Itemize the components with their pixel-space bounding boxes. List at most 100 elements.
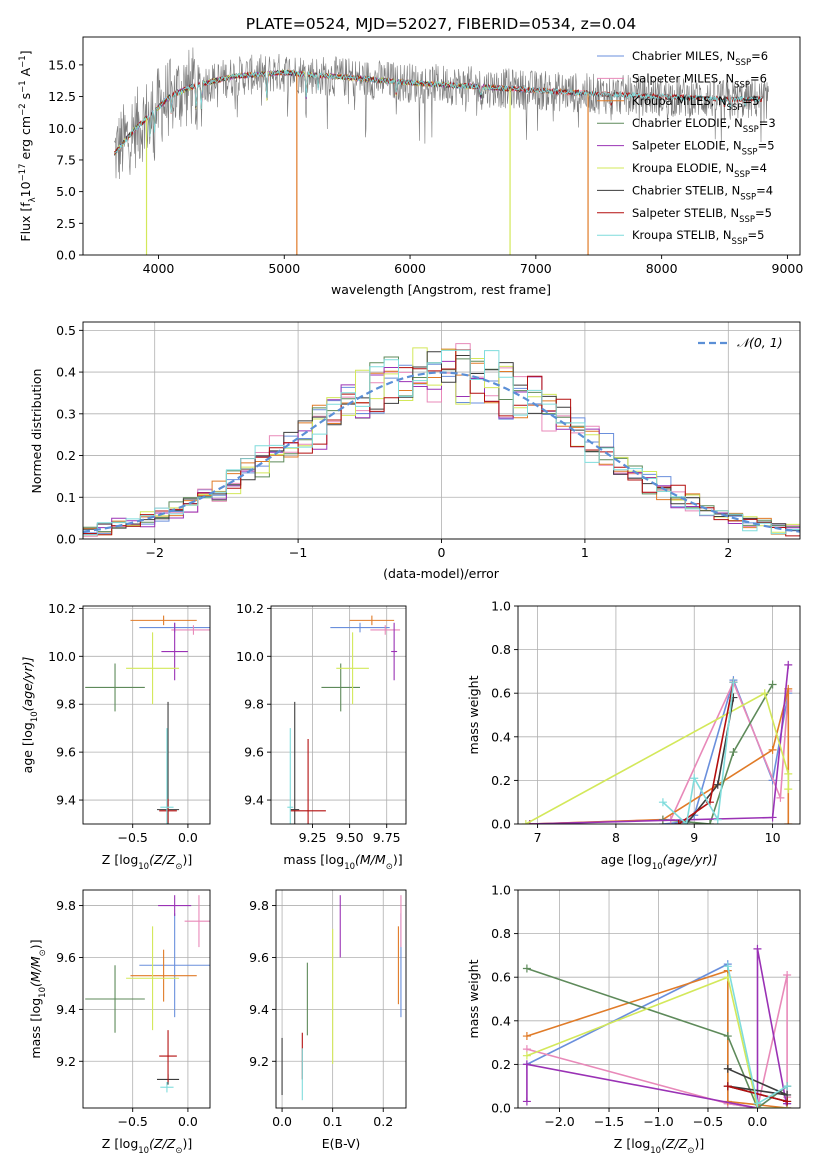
x-axis-label-part: (M/M — [355, 852, 386, 867]
mass-weight-marker — [522, 1060, 531, 1069]
mass-weight-marker — [784, 820, 793, 824]
x-axis-label-part: (age/yr)] — [663, 852, 718, 867]
y-tick-label: 9.6 — [56, 745, 76, 760]
axes-border — [270, 605, 407, 825]
x-axis-label: Z [log10(Z/Z⊙)] — [102, 1136, 192, 1156]
x-axis-label-part: Z [log — [102, 1136, 138, 1151]
mass-weight-marker — [768, 745, 777, 754]
y-tick-label: 0.4 — [56, 365, 76, 380]
x-axis-label-part: ⊙ — [687, 1146, 694, 1156]
y-axis-label-part: −1 — [18, 55, 28, 68]
y-axis-label-part: −1 — [18, 80, 28, 93]
y-tick-label: 10.2 — [236, 601, 264, 616]
x-tick-label: 8000 — [646, 261, 678, 276]
x-tick-label: 0.0 — [178, 1114, 198, 1129]
y-tick-label: 0.8 — [491, 642, 511, 657]
y-tick-label: 12.5 — [48, 89, 76, 104]
mass-weight-marker — [753, 944, 762, 953]
y-tick-label: 0.0 — [56, 248, 76, 263]
y-tick-label: 0.1 — [56, 490, 76, 505]
axes-mass-weight-vs-age — [518, 605, 800, 825]
plot-area-spectrum — [114, 47, 769, 255]
x-axis-label-part: )] — [182, 852, 192, 867]
x-tick-label: −2.0 — [544, 1114, 574, 1129]
legend-entry-part: Salpeter STELIB, N — [632, 206, 739, 220]
x-axis-label-part: age [log — [601, 852, 652, 867]
axes-border — [517, 889, 801, 1109]
mass-weight-marker — [682, 820, 691, 824]
axes-frame-mass-vs-Z: −0.5 0.09.29.49.69.8Z [log10(Z/Z⊙)]mass [… — [28, 889, 211, 1156]
x-axis-label-part: (Z/Z — [149, 852, 176, 867]
legend-entry: Kroupa STELIB, NSSP=5 — [632, 228, 764, 247]
x-axis-label-part: 10 — [138, 862, 149, 872]
plot-area-age-vs-Z — [85, 615, 210, 824]
mass-weight-marker — [713, 815, 722, 824]
y-tick-label: 5.0 — [56, 184, 76, 199]
mass-weight-line — [526, 967, 788, 1108]
x-tick-label: 10 — [765, 830, 781, 845]
legend-entry-part: =3 — [759, 116, 776, 130]
y-tick-label: 0.3 — [56, 406, 76, 421]
x-axis-label-part: (Z/Z — [661, 1136, 688, 1151]
y-axis-label-part: )] — [28, 939, 43, 949]
y-tick-label: 9.6 — [244, 745, 264, 760]
x-tick-label: −0.5 — [693, 1114, 723, 1129]
legend-entry-part: Chabrier STELIB, N — [632, 183, 740, 197]
x-axis-label: wavelength [Angstrom, rest frame] — [331, 282, 551, 297]
mass-weight-line — [529, 688, 790, 824]
legend-entry-part: Kroupa MILES, N — [632, 94, 727, 108]
y-axis-label-part: (age/yr)] — [20, 657, 35, 712]
x-tick-label: −0.5 — [118, 1114, 148, 1129]
x-axis-label-part: )] — [182, 1136, 192, 1151]
y-tick-label: 0.4 — [491, 1013, 511, 1028]
mass-weight-line — [662, 684, 774, 824]
y-axis-label-part: 10 — [38, 987, 48, 998]
x-tick-label: −1.0 — [643, 1114, 673, 1129]
x-tick-label: 0.0 — [748, 1114, 768, 1129]
mass-weight-marker — [753, 1099, 762, 1108]
x-tick-label: −1.5 — [594, 1114, 624, 1129]
plot-area-mass-weight-vs-Z — [522, 944, 792, 1108]
x-tick-label: 9 — [690, 830, 698, 845]
y-axis-label-part: A — [18, 67, 33, 80]
y-tick-label: 9.8 — [244, 697, 264, 712]
plot-area-mass-weight-vs-age — [521, 660, 793, 824]
mass-weight-marker — [723, 962, 732, 971]
x-tick-label: 0.0 — [178, 830, 198, 845]
y-axis-label-part: erg cm — [18, 116, 33, 164]
legend-entry: 𝒩(0, 1) — [737, 335, 783, 350]
axes-frame-age-vs-mass: 9.25 9.50 9.75 9.4 9.6 9.8 10.0 10.2 mass [log10… — [236, 601, 407, 872]
y-tick-label: 2.5 — [56, 216, 76, 231]
y-tick-label: 9.2 — [249, 1054, 269, 1069]
axes-age-vs-mass — [271, 606, 406, 824]
axes-frame-age-vs-Z: −0.5 0.09.49.69.810.010.2Z [log10(Z/Z⊙)]a… — [20, 601, 211, 872]
x-axis-label: E(B-V) — [322, 1136, 361, 1151]
y-tick-label: 7.5 — [56, 152, 76, 167]
y-tick-label: 1.0 — [491, 883, 511, 898]
axes-border — [275, 889, 407, 1109]
y-tick-label: 0.0 — [56, 532, 76, 547]
y-tick-label: 10.2 — [48, 601, 76, 616]
figure-title: PLATE=0524, MJD=52027, FIBERID=0534, z=0… — [246, 15, 636, 33]
y-tick-label: 10.0 — [48, 121, 76, 136]
x-tick-label: 8 — [612, 830, 620, 845]
y-tick-label: 9.4 — [56, 1002, 76, 1017]
legend-entry: Chabrier STELIB, NSSP=4 — [632, 183, 773, 202]
mass-weight-marker — [768, 680, 777, 689]
y-tick-label: 0.4 — [491, 729, 511, 744]
y-axis-label-part: ⊙ — [38, 949, 48, 956]
x-tick-label: 6000 — [394, 261, 426, 276]
axes-mass-weight-vs-Z — [518, 889, 800, 1109]
mass-weight-marker — [729, 678, 738, 687]
x-axis-label: age [log10(age/yr)] — [601, 852, 718, 872]
y-tick-label: 10.0 — [48, 649, 76, 664]
y-axis-label-part: 10 — [18, 181, 33, 197]
plot-area-residuals — [83, 343, 800, 539]
mass-weight-line — [526, 976, 788, 1108]
x-tick-label: −2 — [145, 545, 163, 560]
legend-entry: Kroupa MILES, NSSP=5 — [632, 94, 759, 113]
x-tick-label: −0.5 — [118, 830, 148, 845]
mass-weight-marker — [713, 780, 722, 789]
